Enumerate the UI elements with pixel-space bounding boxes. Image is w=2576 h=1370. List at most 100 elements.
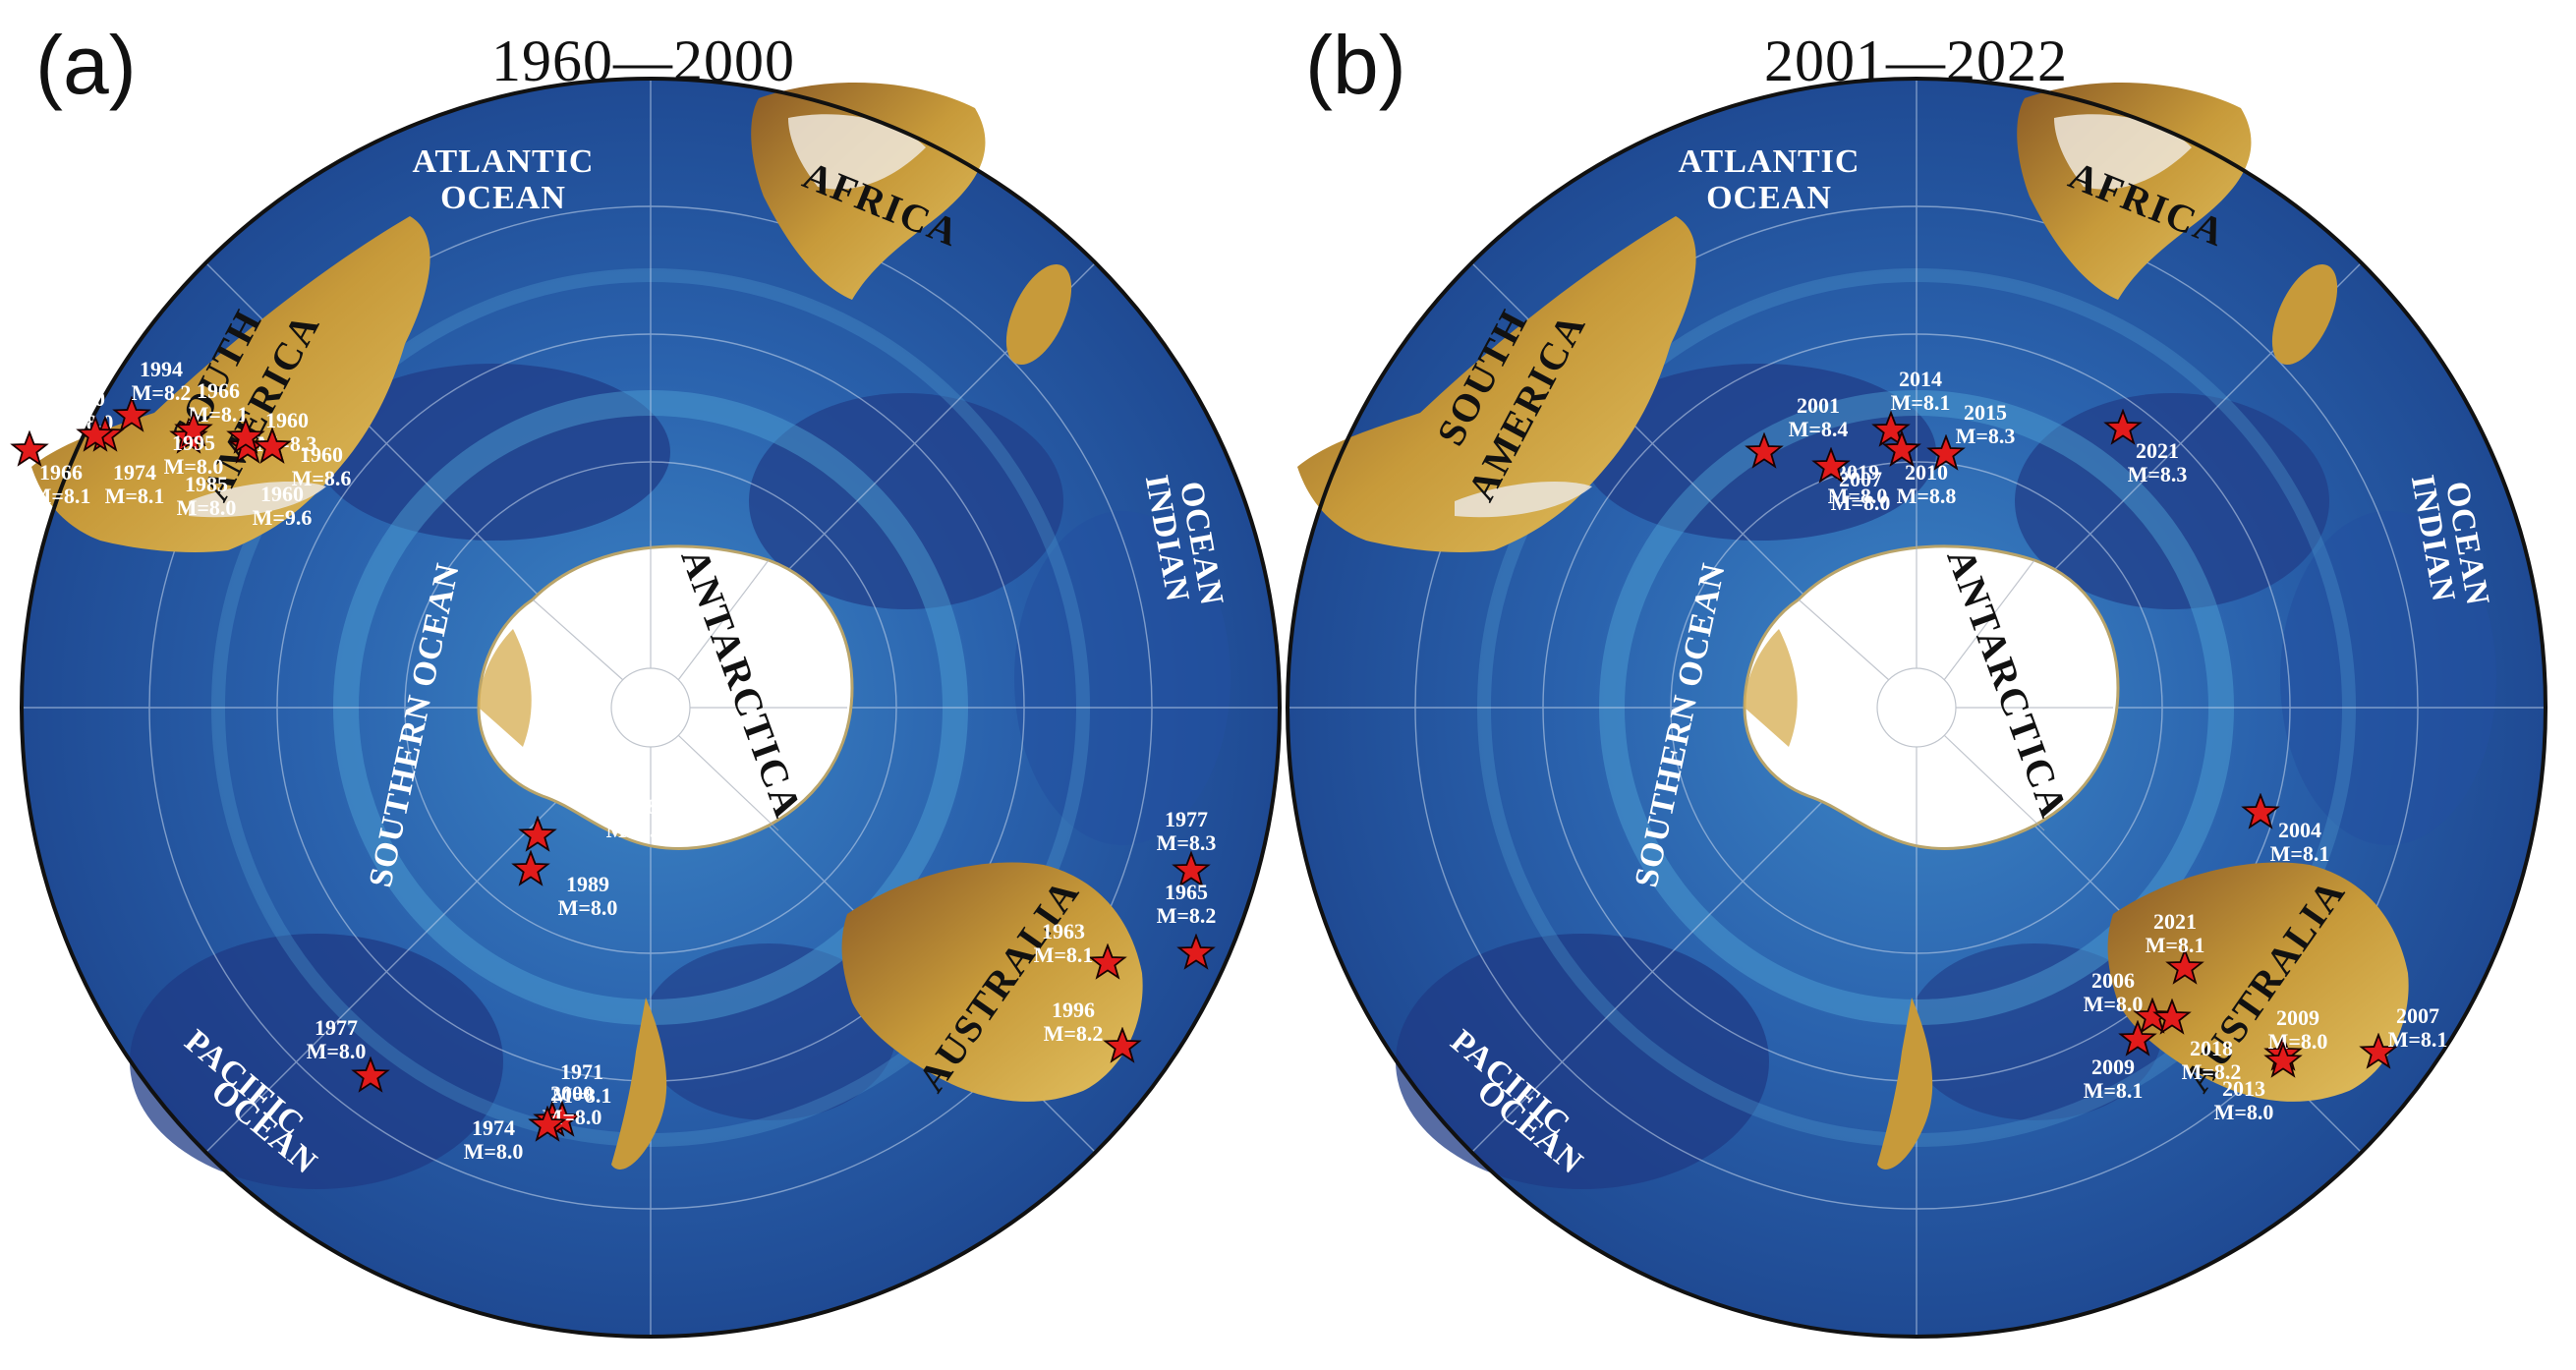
earthquake-magnitude: M=8.8 [1897,484,1957,508]
earthquake-year: 1971 [560,1059,603,1084]
earthquake-year: 2001 [1797,393,1840,418]
earthquake-year: 1977 [1165,807,1208,831]
earthquake-magnitude: M=8.1 [1891,390,1951,415]
earthquake-year: 2007 [1839,467,1882,491]
earthquake-year: 1965 [1165,880,1208,904]
earthquake-year: 2004 [2278,818,2321,842]
earthquake-magnitude: M=8.1 [105,484,165,508]
earthquake-magnitude: M=8.3 [1157,830,1217,855]
earthquake-year: 2006 [2091,968,2135,993]
earthquake-magnitude: M=8.3 [2128,462,2188,486]
earthquake-year: 1974 [113,460,156,485]
atlantic-label-b2: OCEAN [1706,180,1832,216]
earthquake-year: 1989 [566,872,609,896]
earthquake-magnitude: M=8.1 [2084,1078,2144,1103]
earthquake-magnitude: M=8.3 [1956,424,2016,448]
earthquake-magnitude: M=8.2 [2182,1059,2242,1084]
earthquake-magnitude: M=8.0 [1831,490,1891,515]
earthquake-magnitude: M=8.1 [1034,942,1094,967]
earthquake-year: 2009 [2276,1005,2319,1030]
atlantic-label-a1: ATLANTIC [413,143,595,180]
earthquake-magnitude: M=9.6 [253,505,313,530]
earthquake-year: 2018 [2190,1036,2233,1060]
earthquake-year: 1960 [260,482,304,506]
earthquake-year: 1985 [185,472,228,496]
earthquake-magnitude: M=8.0 [164,454,224,479]
earthquake-year: 1998 [614,794,658,819]
earthquake-magnitude: M=8.1 [2270,841,2330,866]
earthquake-magnitude: M=8.2 [1044,1021,1104,1046]
earthquake-year: 2021 [2153,909,2197,934]
panel-a-map: ATLANTIC OCEAN AFRICA SOUTH AMERICA INDI… [13,79,1280,1337]
earthquake-year: 2015 [1964,400,2007,425]
earthquake-year: 2010 [1905,460,1948,485]
earthquake-magnitude: M=8.1 [606,818,666,842]
earthquake-magnitude: M=8.0 [2268,1029,2328,1054]
earthquake-year: 1966 [39,460,83,485]
earthquake-year: 1963 [1042,919,1085,943]
earthquake-magnitude: M=8.0 [2214,1100,2274,1124]
atlantic-label-b1: ATLANTIC [1679,143,1860,180]
earthquake-year: 1960 [265,408,309,432]
earthquake-magnitude: M=8.4 [1789,417,1849,441]
earthquake-year: 2013 [2222,1076,2265,1101]
earthquake-year: 1996 [1052,998,1095,1022]
earthquake-year: 1970 [62,386,105,411]
earthquake-magnitude: M=8.1 [31,484,91,508]
panel-a-letter: (a) [35,19,137,111]
earthquake-magnitude: M=8.0 [1828,484,1888,508]
earthquake-year: 2014 [1899,367,1942,391]
earthquake-magnitude: M=8.1 [2146,933,2205,957]
earthquake-year: 2007 [2396,1003,2439,1028]
earthquake-year: 2009 [2091,1055,2135,1079]
earthquake-magnitude: M=8.6 [292,466,352,490]
earthquake-magnitude: M=8.1 [2388,1027,2448,1052]
earthquake-year: 1974 [472,1115,515,1140]
earthquake-year: 1977 [315,1015,358,1040]
earthquake-magnitude: M=8.0 [464,1139,524,1164]
panel-b-map: ATLANTIC OCEAN AFRICA SOUTH AMERICA INDI… [1288,79,2576,1337]
earthquake-year: 2000 [550,1081,594,1106]
panel-b-letter: (b) [1305,19,1406,111]
earthquake-magnitude: M=8.2 [132,380,192,405]
earthquake-year: 1960 [300,442,343,467]
earthquake-year: 1995 [172,430,215,455]
earthquake-magnitude: M=8.2 [1157,903,1217,928]
earthquake-year: 1994 [140,357,183,381]
earthquake-magnitude: M=8.0 [2084,992,2144,1016]
atlantic-label-a2: OCEAN [440,180,566,216]
earthquake-magnitude: M=8.0 [177,495,237,520]
earthquake-year: 2021 [2136,438,2179,463]
earthquake-magnitude: M=8.0 [307,1039,367,1063]
